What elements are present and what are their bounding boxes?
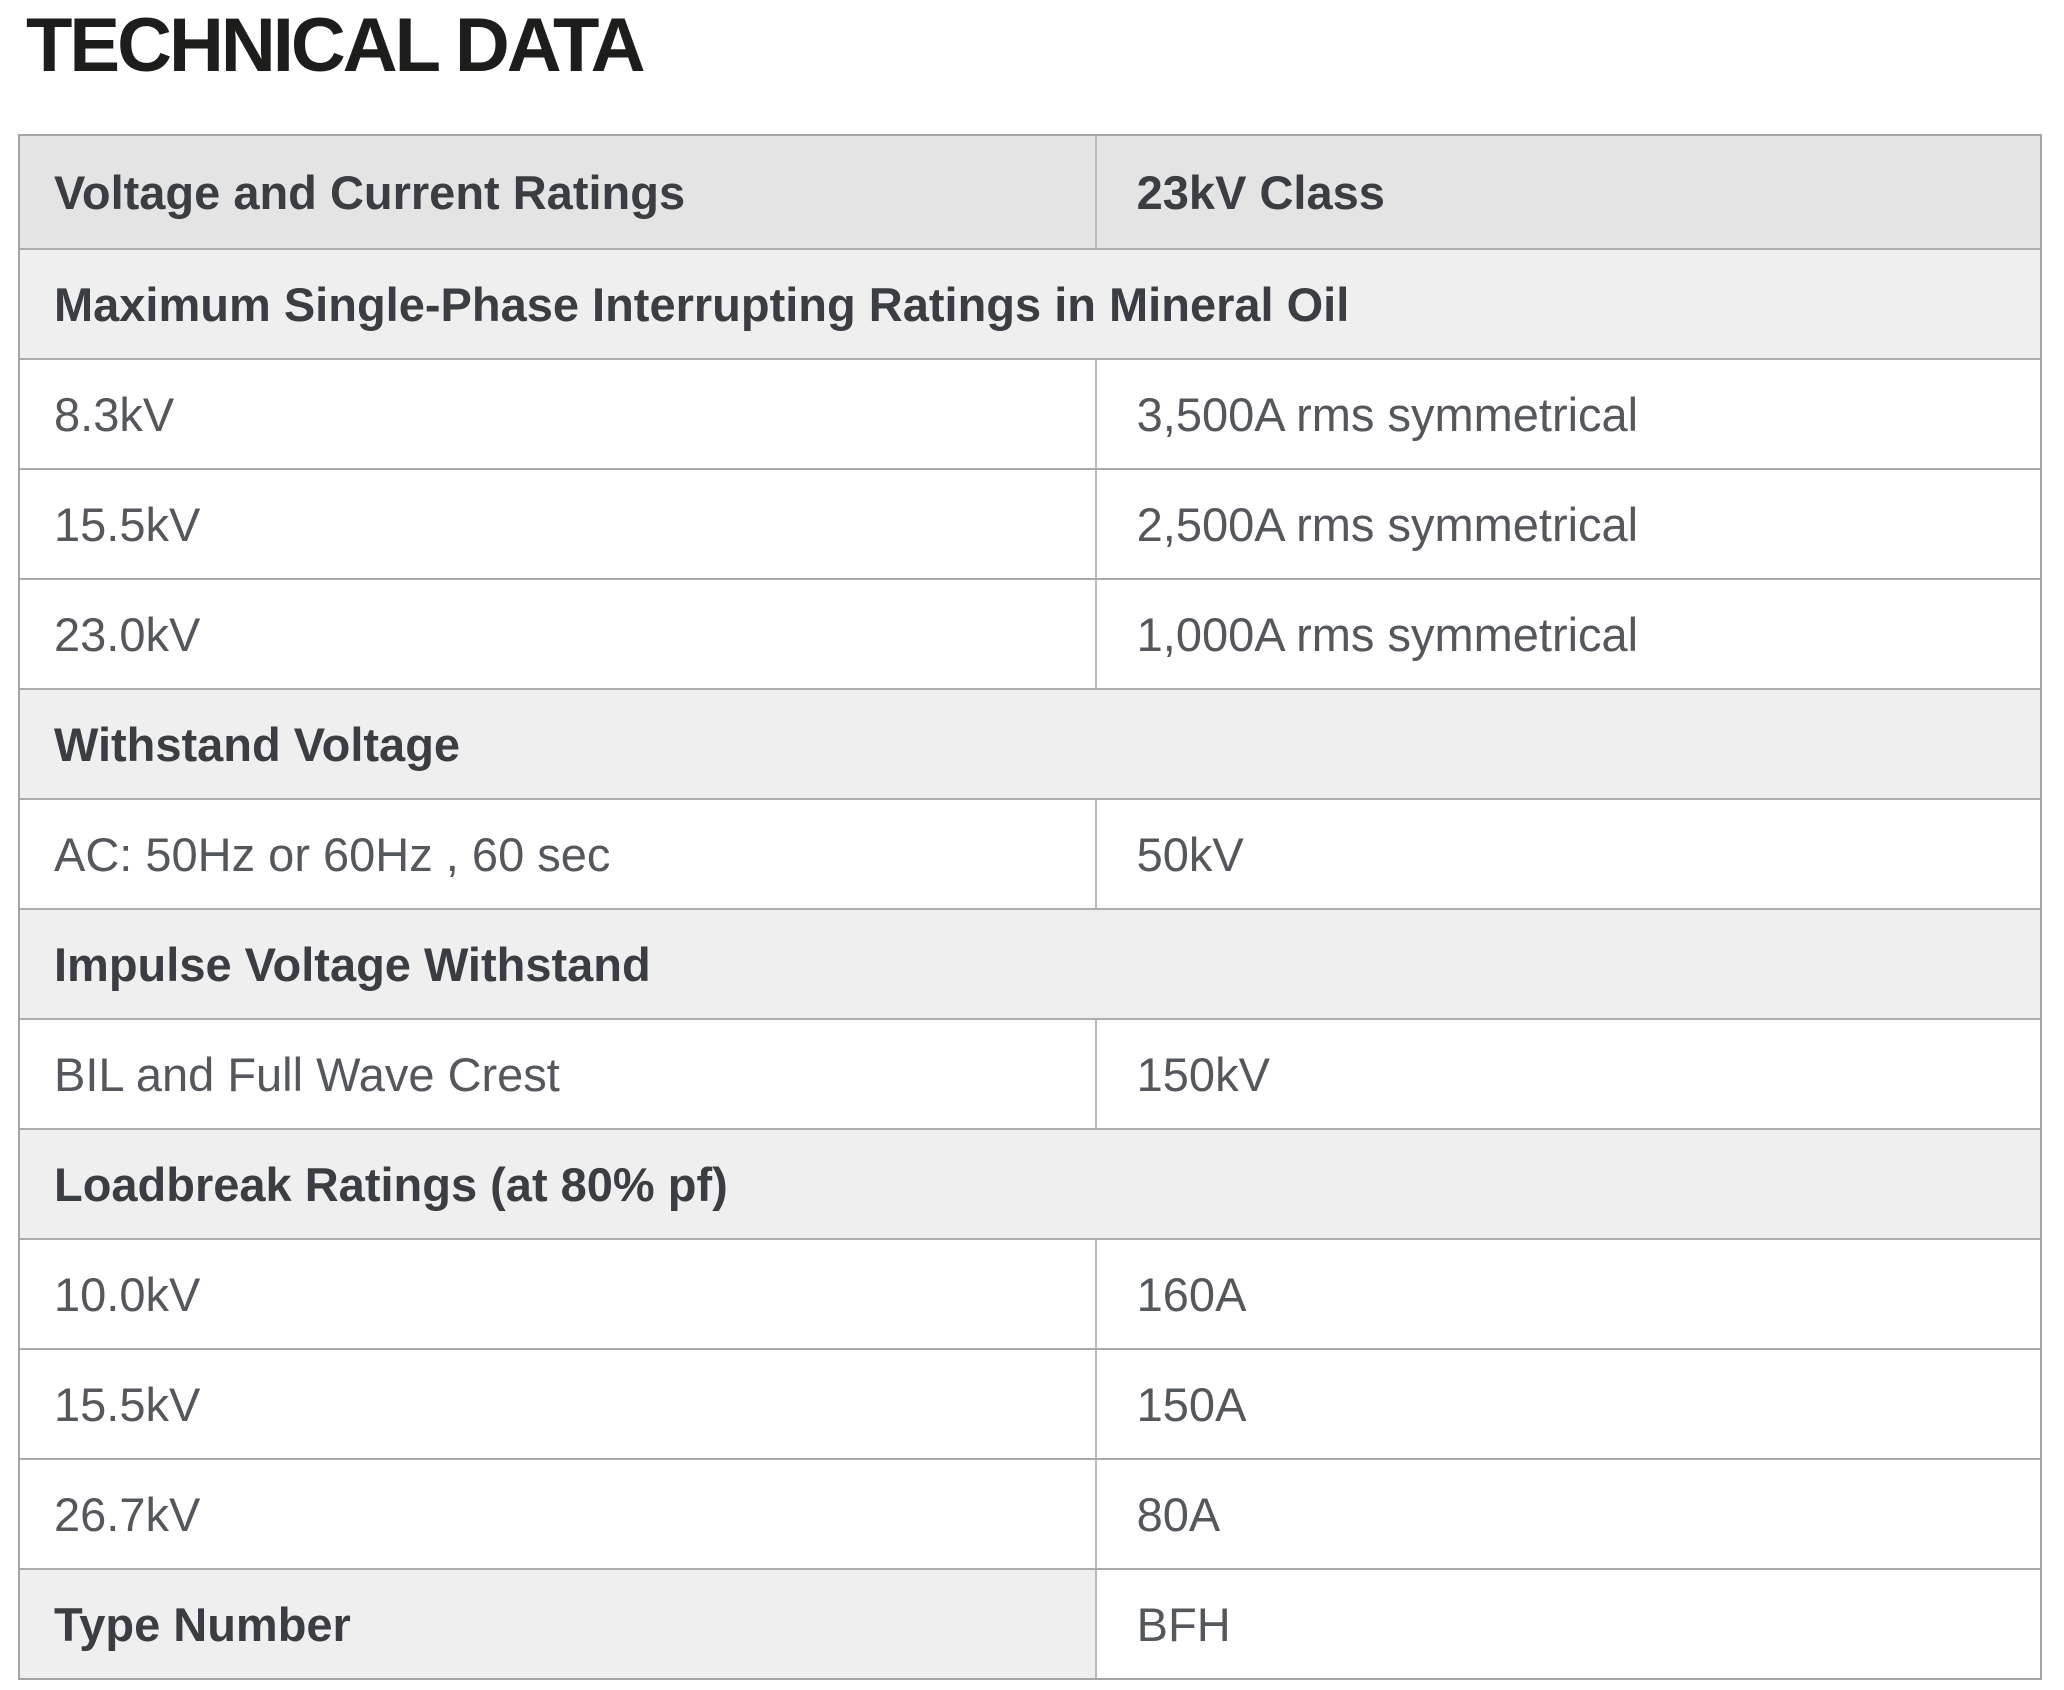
section-row: Withstand Voltage — [20, 688, 2040, 798]
datasheet-page: TECHNICAL DATA Voltage and Current Ratin… — [0, 4, 2064, 1690]
table-row: 15.5kV 2,500A rms symmetrical — [20, 468, 2040, 578]
row-label-cell: 8.3kV — [20, 360, 1097, 468]
page-title: TECHNICAL DATA — [26, 3, 646, 88]
row-value-cell: 160A — [1136, 1267, 1247, 1321]
table-row: AC: 50Hz or 60Hz , 60 sec 50kV — [20, 798, 2040, 908]
table-row: 15.5kV 150A — [20, 1348, 2040, 1458]
section-row: Loadbreak Ratings (at 80% pf) — [20, 1128, 2040, 1238]
header-class-label: 23kV Class — [1136, 165, 1385, 219]
row-label-cell: 15.5kV — [20, 470, 1097, 578]
section-row: Maximum Single-Phase Interrupting Rating… — [20, 248, 2040, 358]
section-label-interrupting-ratings: Maximum Single-Phase Interrupting Rating… — [54, 277, 1350, 331]
type-number-value: BFH — [1136, 1597, 1231, 1651]
table-header-row: Voltage and Current Ratings 23kV Class — [20, 136, 2040, 248]
row-value-cell: 1,000A rms symmetrical — [1136, 607, 1639, 661]
row-value-cell: 150A — [1136, 1377, 1247, 1431]
row-value-cell: 50kV — [1136, 827, 1244, 881]
section-label-impulse-voltage: Impulse Voltage Withstand — [54, 937, 651, 991]
section-label-withstand-voltage: Withstand Voltage — [54, 717, 461, 771]
section-label-loadbreak-ratings: Loadbreak Ratings (at 80% pf) — [54, 1157, 728, 1211]
row-label-cell: AC: 50Hz or 60Hz , 60 sec — [20, 800, 1097, 908]
row-label-cell: 26.7kV — [20, 1460, 1097, 1568]
row-value-cell: 3,500A rms symmetrical — [1136, 387, 1639, 441]
table-row: 8.3kV 3,500A rms symmetrical — [20, 358, 2040, 468]
header-ratings-label: Voltage and Current Ratings — [20, 136, 1097, 248]
row-label-cell: 10.0kV — [20, 1240, 1097, 1348]
table-row: 10.0kV 160A — [20, 1238, 2040, 1348]
row-label-cell: 23.0kV — [20, 580, 1097, 688]
row-value-cell: 150kV — [1136, 1047, 1270, 1101]
technical-data-table: Voltage and Current Ratings 23kV Class M… — [18, 134, 2042, 1680]
row-label-cell: 15.5kV — [20, 1350, 1097, 1458]
table-row: BIL and Full Wave Crest 150kV — [20, 1018, 2040, 1128]
row-value-cell: 80A — [1136, 1487, 1221, 1541]
type-number-row: Type Number BFH — [20, 1568, 2040, 1678]
table-row: 26.7kV 80A — [20, 1458, 2040, 1568]
type-number-label: Type Number — [20, 1570, 1097, 1678]
table-row: 23.0kV 1,000A rms symmetrical — [20, 578, 2040, 688]
section-row: Impulse Voltage Withstand — [20, 908, 2040, 1018]
row-label-cell: BIL and Full Wave Crest — [20, 1020, 1097, 1128]
row-value-cell: 2,500A rms symmetrical — [1136, 497, 1639, 551]
